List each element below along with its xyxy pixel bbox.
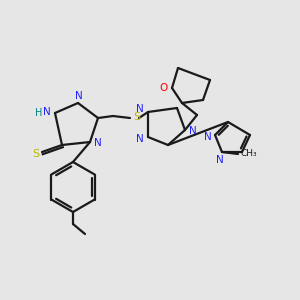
Text: H: H bbox=[35, 108, 43, 118]
Text: N: N bbox=[189, 126, 197, 136]
Text: CH₃: CH₃ bbox=[241, 149, 257, 158]
Text: N: N bbox=[43, 107, 51, 117]
Text: N: N bbox=[216, 155, 224, 165]
Text: N: N bbox=[204, 132, 212, 142]
Text: S: S bbox=[32, 149, 40, 159]
Text: N: N bbox=[94, 138, 102, 148]
Text: N: N bbox=[75, 91, 83, 101]
Text: S: S bbox=[134, 112, 141, 122]
Text: O: O bbox=[160, 83, 168, 93]
Text: N: N bbox=[136, 104, 144, 114]
Text: N: N bbox=[136, 134, 144, 144]
